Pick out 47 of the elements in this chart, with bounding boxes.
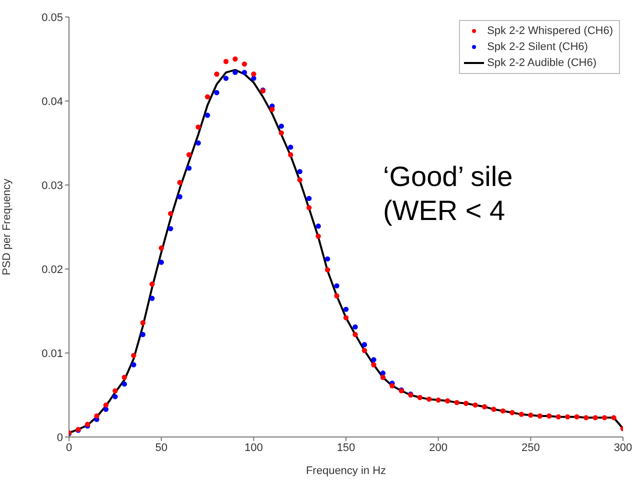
x-axis-title: Frequency in Hz <box>306 465 386 477</box>
point <box>196 140 201 146</box>
legend-label: Spk 2-2 Audible (CH6) <box>487 56 597 71</box>
point <box>242 70 248 76</box>
y-tick-label: 0.03 <box>42 180 63 192</box>
point <box>306 196 312 202</box>
x-tick-label: 250 <box>521 442 540 454</box>
point <box>150 296 155 301</box>
legend-label: Spk 2-2 Whispered (CH6) <box>487 24 613 39</box>
point <box>316 224 321 229</box>
y-tick-label: 0 <box>56 432 63 444</box>
x-tick-label: 50 <box>155 442 168 454</box>
point <box>177 194 182 200</box>
point <box>232 70 238 76</box>
y-axis-title: PSD per Frequency <box>0 178 13 276</box>
point <box>214 90 220 96</box>
point <box>343 306 349 312</box>
point <box>112 394 118 400</box>
point <box>288 144 294 150</box>
point <box>122 381 127 387</box>
x-tick-label: 0 <box>66 442 72 454</box>
point <box>324 256 330 262</box>
y-tick-label: 0.05 <box>42 12 63 24</box>
point <box>140 332 146 338</box>
legend-label: Spk 2-2 Silent (CH6) <box>487 40 588 55</box>
point <box>371 357 376 362</box>
point <box>168 226 174 232</box>
point <box>186 166 192 171</box>
x-tick-label: 100 <box>244 442 263 454</box>
point <box>362 342 368 348</box>
point <box>204 112 210 118</box>
point <box>158 260 164 265</box>
annotation: ‘Good’ sile <box>383 160 513 194</box>
point <box>278 124 284 129</box>
y-tick-label: 0.04 <box>42 96 63 108</box>
x-tick-label: 200 <box>429 442 448 454</box>
x-tick-label: 300 <box>614 442 632 454</box>
y-tick-label: 0.02 <box>42 264 63 276</box>
annotation: (WER < 4 <box>383 194 506 228</box>
point <box>223 76 229 81</box>
y-tick-label: 0.01 <box>42 348 63 360</box>
point <box>297 168 302 174</box>
point <box>334 283 340 288</box>
point <box>131 362 136 368</box>
point <box>251 76 256 81</box>
point <box>352 324 358 330</box>
x-tick-label: 150 <box>336 442 356 454</box>
